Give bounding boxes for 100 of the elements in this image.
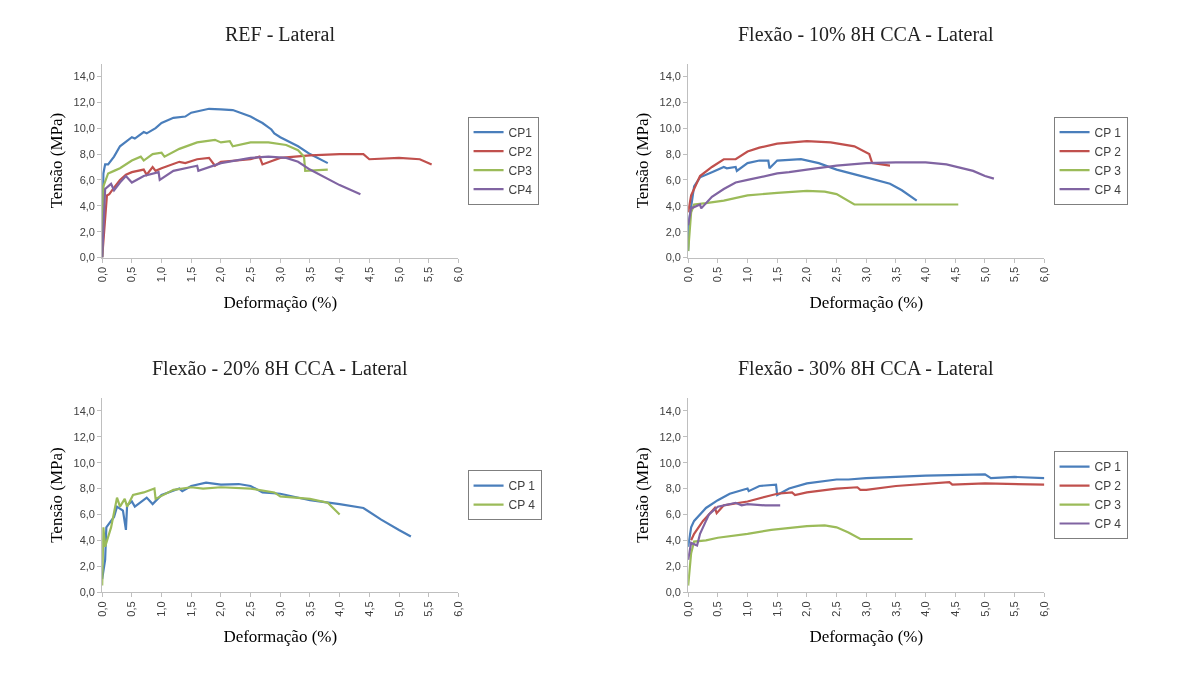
legend-label: CP 3 [1094,498,1122,513]
x-tick-label: 3,0 [273,601,286,617]
y-tick-label: 6,0 [665,173,681,186]
x-tick-label: 2,0 [214,266,227,283]
legend-label: CP 2 [1094,479,1122,494]
y-tick-label: 14,0 [73,70,95,83]
legend-label: CP1 [508,125,533,140]
x-tick-label: 2,0 [800,266,813,283]
y-tick-label: 8,0 [79,147,95,160]
x-tick-label: 5,5 [422,266,435,283]
x-tick-label: 5,5 [1008,601,1021,617]
x-tick-label: 4,0 [333,266,346,283]
y-tick-label: 6,0 [79,508,95,521]
x-tick-label: 6,0 [1037,601,1050,617]
legend-label: CP 1 [1094,125,1122,140]
x-tick-label: 3,0 [859,266,872,283]
x-tick-label: 0,0 [95,266,108,283]
legend-label: CP4 [508,182,533,197]
x-tick-label: 0,0 [95,601,108,617]
x-tick-label: 5,5 [422,601,435,617]
x-tick-label: 2,5 [830,601,843,617]
y-axis-title: Tensão (MPa) [47,112,67,209]
x-tick-label: 4,5 [362,601,375,617]
line-series [688,140,892,214]
line-series [688,473,1045,548]
x-axis-title: Deformação (%) [809,627,924,647]
x-tick-label: 2,5 [830,266,843,283]
x-tick-label: 2,5 [244,266,257,283]
legend-label: CP 4 [1094,182,1122,197]
x-tick-label: 3,0 [859,601,872,617]
x-tick-label: 3,5 [303,266,316,283]
x-axis-title: Deformação (%) [809,292,924,312]
chart-title: Flexão - 30% 8H CCA - Lateral [738,357,994,379]
y-tick-label: 10,0 [659,122,681,135]
x-tick-label: 6,0 [451,266,464,283]
x-tick-label: 5,0 [978,601,991,617]
line-series [690,480,1045,542]
x-tick-label: 1,5 [770,601,783,617]
x-tick-label: 1,0 [155,266,168,283]
y-tick-label: 0,0 [665,585,681,598]
x-tick-label: 1,5 [184,266,197,283]
y-tick-label: 14,0 [659,404,681,417]
y-axis-title: Tensão (MPa) [633,447,653,543]
y-tick-label: 4,0 [79,199,95,212]
y-tick-label: 12,0 [659,96,681,109]
y-tick-label: 0,0 [79,251,95,264]
x-tick-label: 0,0 [681,266,694,283]
x-tick-label: 3,5 [889,266,902,283]
x-axis-title: Deformação (%) [223,627,338,647]
legend-label: CP 1 [1094,460,1122,475]
x-tick-label: 0,5 [125,601,138,617]
x-tick-label: 3,5 [889,601,902,617]
y-tick-label: 6,0 [79,173,95,186]
y-tick-label: 12,0 [73,430,95,443]
legend-label: CP 4 [508,498,536,513]
x-tick-label: 1,5 [770,266,783,283]
x-tick-label: 2,5 [244,601,257,617]
x-tick-label: 4,0 [919,266,932,283]
x-tick-label: 0,5 [711,601,724,617]
y-tick-label: 10,0 [73,122,95,135]
y-tick-label: 14,0 [73,404,95,417]
line-series [688,161,995,227]
line-series [688,501,782,561]
legend-label: CP3 [508,163,533,178]
line-series [102,481,412,581]
y-tick-label: 4,0 [665,534,681,547]
y-axis-title: Tensão (MPa) [47,447,67,543]
chart-title: Flexão - 20% 8H CCA - Lateral [152,357,408,379]
x-tick-label: 3,0 [273,266,286,283]
x-tick-label: 2,0 [214,601,227,617]
x-tick-label: 4,5 [948,266,961,283]
y-tick-label: 4,0 [79,534,95,547]
chart-title: REF - Lateral [225,23,336,45]
x-tick-label: 5,5 [1008,266,1021,283]
y-tick-label: 8,0 [665,147,681,160]
legend-label: CP 3 [1094,163,1122,178]
y-tick-label: 12,0 [73,96,95,109]
x-tick-label: 6,0 [451,601,464,617]
y-axis-title: Tensão (MPa) [633,112,653,209]
x-tick-label: 1,0 [741,601,754,617]
y-tick-label: 4,0 [665,199,681,212]
legend-label: CP 1 [508,479,536,494]
y-tick-label: 0,0 [665,251,681,264]
legend-label: CP 2 [1094,144,1122,159]
y-tick-label: 2,0 [79,225,95,238]
x-tick-label: 3,5 [303,601,316,617]
y-tick-label: 12,0 [659,430,681,443]
y-tick-label: 8,0 [79,482,95,495]
x-tick-label: 6,0 [1037,266,1050,283]
y-tick-label: 6,0 [665,508,681,521]
y-tick-label: 14,0 [659,70,681,83]
x-tick-label: 0,5 [125,266,138,283]
x-tick-label: 4,5 [948,601,961,617]
x-axis-title: Deformação (%) [223,292,338,312]
x-tick-label: 5,0 [978,266,991,283]
y-tick-label: 10,0 [659,456,681,469]
chart-title: Flexão - 10% 8H CCA - Lateral [738,23,994,45]
x-tick-label: 4,0 [333,601,346,617]
x-tick-label: 1,0 [155,601,168,617]
x-tick-label: 2,0 [800,601,813,617]
